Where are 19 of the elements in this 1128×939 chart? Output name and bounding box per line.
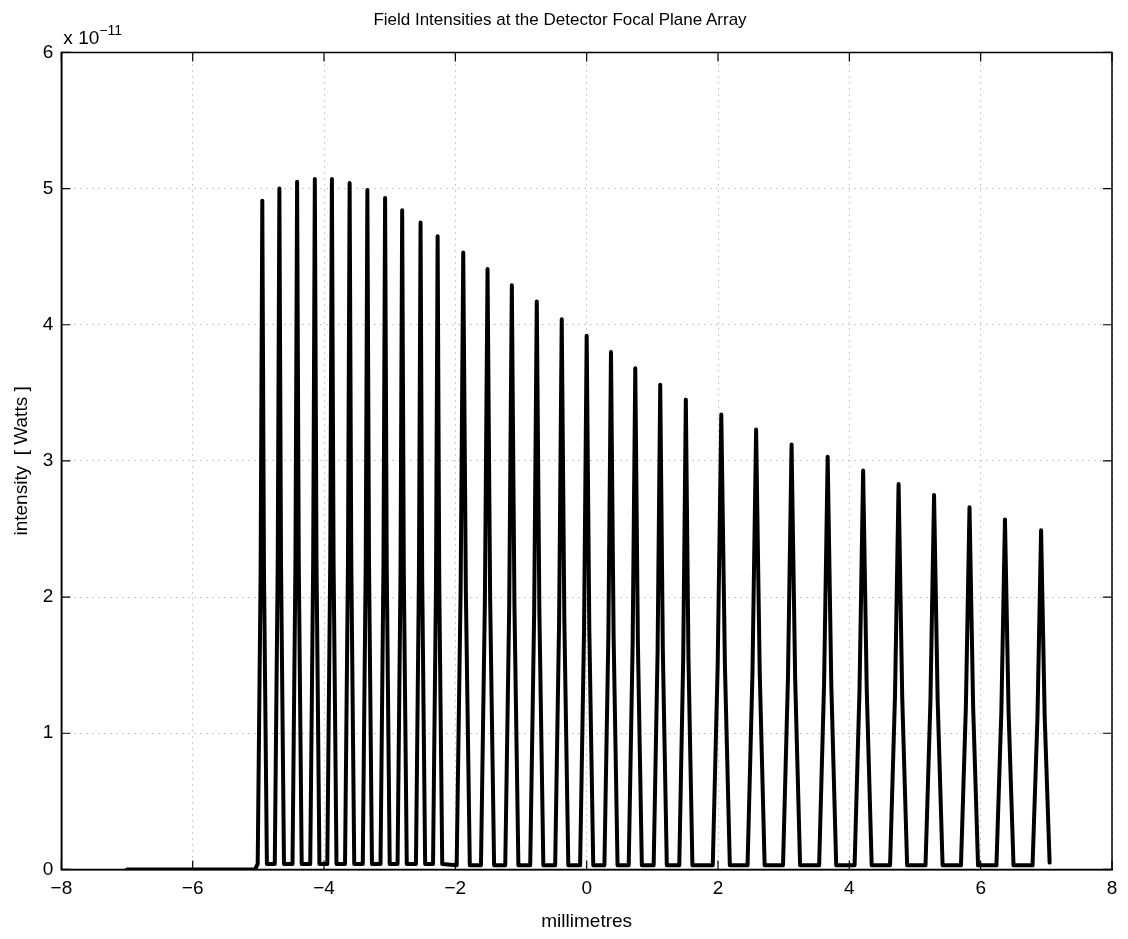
y-tick-label: 2 xyxy=(42,585,54,607)
x-tick-label: 2 xyxy=(712,877,724,899)
x-tick-label: −8 xyxy=(50,877,73,899)
x-tick-label: 4 xyxy=(844,877,856,899)
chart-title: Field Intensities at the Detector Focal Plane Array xyxy=(373,9,748,29)
x-axis-title: millimetres xyxy=(541,909,633,931)
x-tick-label: 0 xyxy=(581,877,592,899)
x-tick-label: −4 xyxy=(313,877,336,899)
y-tick-label: 1 xyxy=(42,721,54,743)
x-tick-label: −6 xyxy=(181,877,204,899)
y-axis-title: intensity [ Watts ] xyxy=(9,386,31,536)
y-tick-label: 6 xyxy=(42,40,54,62)
y-tick-label: 5 xyxy=(42,176,54,198)
x-tick-label: −2 xyxy=(444,877,467,899)
y-tick-label: 3 xyxy=(42,449,54,471)
y-tick-label: 4 xyxy=(42,312,54,334)
x-tick-label: 8 xyxy=(1106,877,1118,899)
x-tick-label: 6 xyxy=(975,877,986,899)
y-tick-label: 0 xyxy=(42,857,54,879)
